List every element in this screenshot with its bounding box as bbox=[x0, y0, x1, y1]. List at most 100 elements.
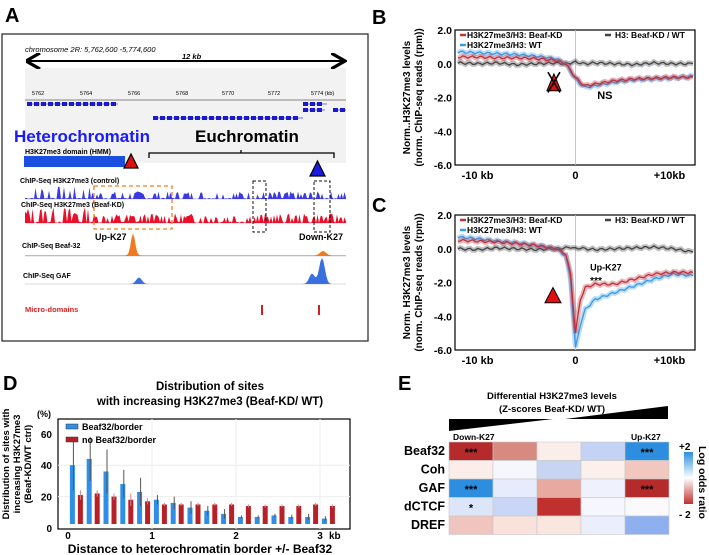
heatmap-cell bbox=[492, 441, 538, 461]
chromosome-region: chromosome 2R: 5,762,600 -5,774,600 bbox=[25, 45, 156, 54]
bar bbox=[212, 504, 218, 524]
x-tick-label: +10kb bbox=[654, 355, 686, 367]
heatmap-cell bbox=[492, 460, 538, 480]
up-k27-label: Up-K27 bbox=[95, 232, 127, 242]
colorbar bbox=[684, 452, 693, 504]
heatmap-cell bbox=[448, 515, 494, 535]
heatmap-cell bbox=[492, 497, 538, 517]
h3k27me3-domain-bar bbox=[24, 156, 125, 167]
bar bbox=[245, 506, 251, 524]
gene-exon bbox=[188, 116, 193, 120]
y-axis-label: Distribution of sites with bbox=[1, 408, 12, 519]
decreasing-wedge bbox=[449, 419, 553, 431]
bar bbox=[262, 506, 268, 524]
legend-swatch bbox=[65, 423, 79, 430]
y-tick-label: 20 bbox=[41, 493, 53, 504]
chart-e: Differential H3K27me3 levels (Z-scores Be… bbox=[404, 391, 708, 535]
gene-exon bbox=[104, 102, 109, 106]
row-label: GAF bbox=[419, 481, 446, 495]
gene-exon bbox=[181, 116, 186, 120]
gene-exon bbox=[27, 102, 32, 106]
significance-stars: *** bbox=[590, 276, 602, 287]
annotation-up-k27: Up-K27 bbox=[590, 263, 622, 273]
control-signal bbox=[25, 186, 346, 199]
x-tick-label: 0 bbox=[572, 170, 578, 182]
bar bbox=[195, 504, 201, 524]
track-label-control: ChIP-Seq H3K27me3 (control) bbox=[20, 178, 119, 185]
y-axis-label: increasing H3K27me3 bbox=[12, 415, 23, 514]
significance-stars: * bbox=[469, 503, 474, 515]
gene-exon bbox=[48, 102, 53, 106]
chart-title: Distribution of sites bbox=[156, 381, 264, 393]
plot-frame bbox=[454, 29, 696, 166]
gene-exon bbox=[83, 102, 88, 106]
bar bbox=[229, 504, 235, 524]
x-tick-label: +10kb bbox=[654, 170, 686, 182]
bar bbox=[103, 471, 109, 524]
bar bbox=[69, 465, 75, 524]
gene-exon bbox=[237, 116, 242, 120]
heatmap-cell bbox=[624, 460, 670, 480]
micro-domain-box-2 bbox=[313, 180, 331, 233]
y-axis-label: Norm. H3K27me3 levels bbox=[402, 225, 413, 339]
track-label-gaf: ChIP-Seq GAF bbox=[23, 273, 72, 280]
heatmap-cell bbox=[536, 441, 582, 461]
y-unit: (%) bbox=[37, 409, 51, 419]
gene-exon bbox=[293, 116, 298, 120]
chart-title: with increasing H3K27me3 (Beaf-KD/ WT) bbox=[96, 396, 323, 408]
heatmap-cell bbox=[580, 441, 626, 461]
gene-exon bbox=[195, 116, 200, 120]
y-tick-label: -4.0 bbox=[434, 126, 452, 138]
gene-exon bbox=[230, 116, 235, 120]
heatmap-cell bbox=[624, 497, 670, 517]
domain-track-label: H3K27me3 domain (HMM) bbox=[25, 149, 111, 156]
x-tick-label: 0 bbox=[572, 355, 578, 367]
bar bbox=[237, 517, 243, 524]
chart-c: 2.0 0.0 -2.0 -4.0 -6.0 -10 kb 0 +10kb Norm. H3K2… bbox=[402, 210, 696, 367]
gene-exon bbox=[303, 108, 308, 112]
increasing-wedge bbox=[565, 406, 668, 419]
significance-stars: *** bbox=[641, 484, 655, 496]
y-tick-label: 2.0 bbox=[437, 25, 452, 37]
gene-annotations bbox=[27, 102, 346, 120]
euchromatin-label: Euchromatin bbox=[195, 127, 299, 146]
chart-title: Differential H3K27me3 levels bbox=[487, 391, 617, 402]
y-tick-label: 0 bbox=[46, 524, 52, 535]
heatmap-cell bbox=[624, 515, 670, 535]
bar bbox=[271, 515, 277, 524]
bar bbox=[120, 484, 126, 524]
y-tick-label: 0.0 bbox=[437, 244, 452, 256]
micro-domain-box-1 bbox=[252, 180, 267, 233]
y-tick-label: 2.0 bbox=[437, 210, 452, 222]
gene-exon bbox=[317, 108, 322, 112]
row-label: dCTCF bbox=[404, 500, 445, 514]
coordinate-tick-label: 5774 (kb) bbox=[311, 91, 334, 97]
cross-icon bbox=[547, 71, 561, 93]
gene-exon bbox=[223, 116, 228, 120]
x-tick-label: -10 kb bbox=[462, 355, 494, 367]
annotation-ns: NS bbox=[597, 90, 612, 102]
legend-label: H3K27me3/H3: WT bbox=[467, 225, 543, 235]
bar bbox=[321, 518, 327, 524]
browser-background bbox=[25, 68, 346, 163]
bar bbox=[288, 517, 294, 524]
y-axis-label: Norm..H3K27me3 levels bbox=[402, 40, 413, 154]
heatmap-cell bbox=[448, 460, 494, 480]
colorbar-max: +2 bbox=[679, 442, 691, 453]
x-tick-label: 1 bbox=[149, 531, 155, 542]
micro-domains-label: Micro-domains bbox=[25, 305, 78, 314]
y-axis-label: (norm. ChIP-seq reads (rpm)) bbox=[414, 213, 425, 351]
bar bbox=[305, 517, 311, 524]
significance-stars: *** bbox=[465, 447, 479, 459]
coordinate-ticks: 5762 5764 5766 5768 5770 5772 5774 (kb) bbox=[32, 91, 334, 97]
series-line bbox=[457, 245, 694, 253]
bar bbox=[178, 504, 184, 524]
x-tick-label: -10 kb bbox=[462, 170, 494, 182]
gene-exon bbox=[286, 116, 291, 120]
colorbar-min: - 2 bbox=[679, 510, 691, 521]
legend-label: no Beaf32/border bbox=[82, 435, 157, 445]
panel-label-a: A bbox=[5, 5, 19, 27]
gene-exon bbox=[62, 102, 67, 106]
bar bbox=[94, 493, 100, 524]
panel-label-c: C bbox=[372, 195, 386, 217]
